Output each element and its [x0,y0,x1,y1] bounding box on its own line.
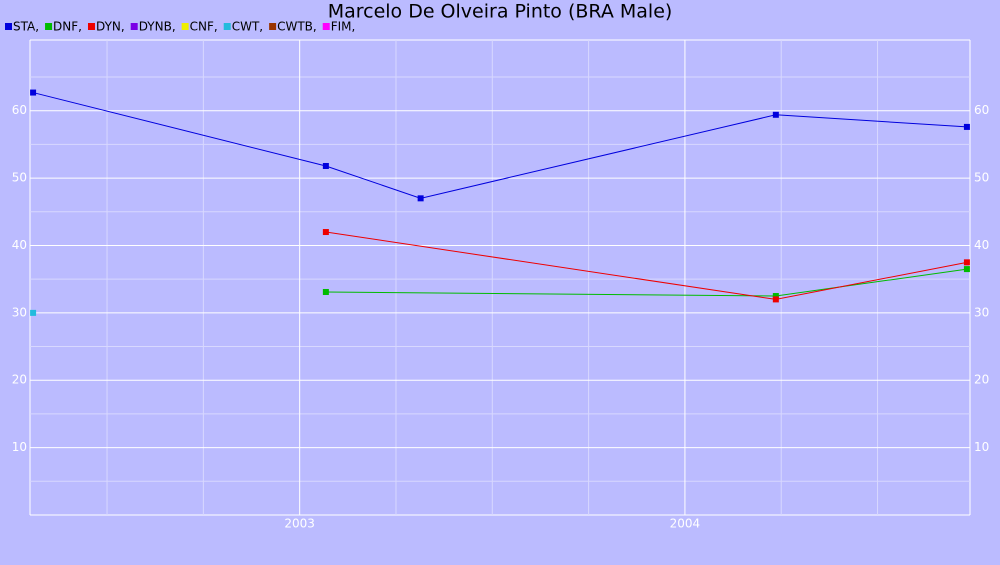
y2-tick-label: 60 [974,103,989,117]
data-point [963,123,970,130]
data-point [417,195,424,202]
legend-label: FIM, [331,20,356,34]
y-tick-label: 40 [12,238,27,252]
legend-swatch [269,23,277,30]
data-point [30,309,37,316]
legend-label: CNF, [190,20,218,34]
legend-label: STA, [13,20,39,34]
legend-swatch [130,23,138,30]
legend-swatch [45,23,53,30]
y2-tick-label: 30 [974,305,989,319]
y2-tick-label: 20 [974,373,989,387]
y-tick-label: 10 [12,440,27,454]
legend-swatch [223,23,231,30]
legend-label: DNF, [53,20,82,34]
x-tick-label: 2004 [670,517,701,531]
x-tick-label: 2003 [284,517,315,531]
data-point [322,288,329,295]
data-point [772,293,779,300]
legend-label: DYNB, [139,20,176,34]
data-point [772,296,779,303]
legend-label: DYN, [96,20,125,34]
data-point [30,89,37,96]
y-tick-label: 60 [12,103,27,117]
y2-tick-label: 10 [974,440,989,454]
y-tick-label: 30 [12,305,27,319]
y2-tick-label: 50 [974,171,989,185]
y-tick-label: 20 [12,373,27,387]
legend-swatch [87,23,95,30]
legend-swatch [322,23,330,30]
data-point [322,229,329,236]
data-point [322,162,329,169]
legend-swatch [181,23,189,30]
chart-title: Marcelo De Olveira Pinto (BRA Male) [328,1,673,23]
data-point [772,111,779,118]
data-point [963,259,970,266]
data-point [963,266,970,273]
y2-tick-label: 40 [974,238,989,252]
legend-swatch [5,23,12,30]
legend-label: CWT, [232,20,263,34]
legend-label: CWTB, [277,20,317,34]
y-tick-label: 50 [12,171,27,185]
